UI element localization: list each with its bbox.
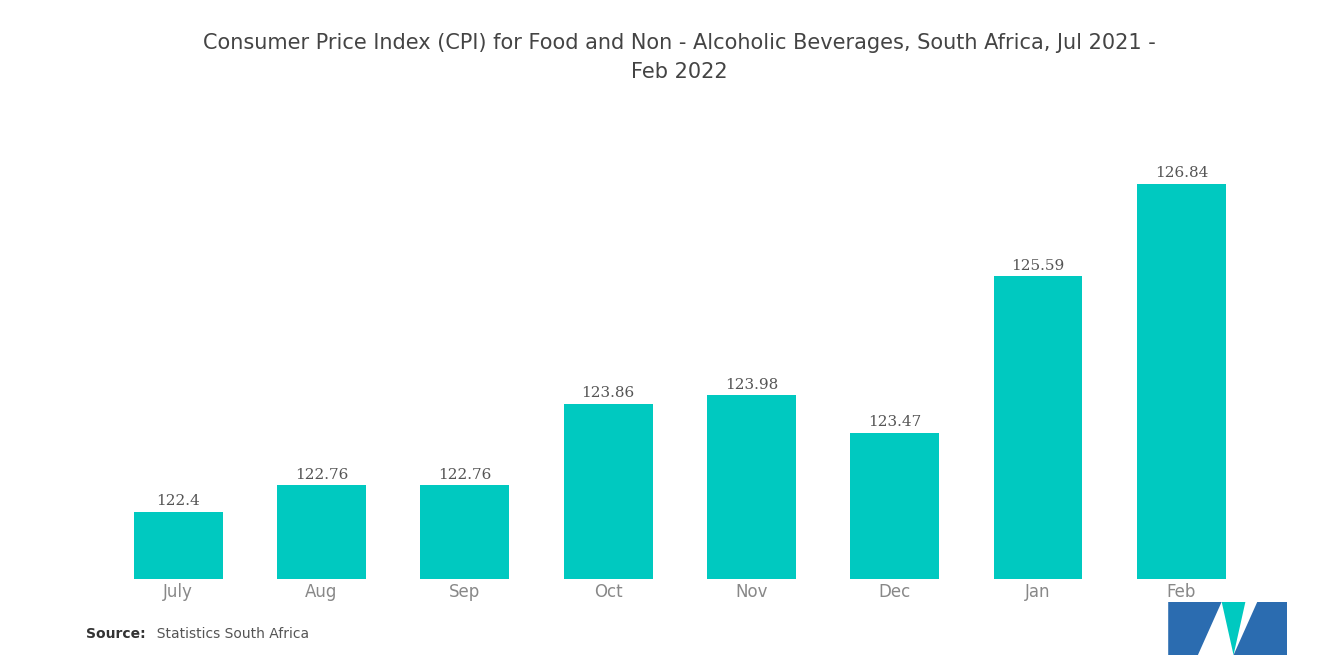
Text: Source:: Source: (86, 627, 145, 642)
Text: 123.86: 123.86 (582, 386, 635, 400)
Text: 126.84: 126.84 (1155, 166, 1208, 180)
Bar (133, 512, 223, 579)
Polygon shape (1233, 602, 1287, 655)
Text: 122.76: 122.76 (438, 467, 491, 481)
Title: Consumer Price Index (CPI) for Food and Non - Alcoholic Beverages, South Africa,: Consumer Price Index (CPI) for Food and … (203, 33, 1156, 82)
Text: 122.4: 122.4 (156, 494, 201, 508)
Text: 122.76: 122.76 (294, 467, 348, 481)
Polygon shape (1168, 602, 1222, 655)
Bar (1137, 184, 1226, 579)
Bar (420, 485, 510, 579)
Bar (708, 395, 796, 579)
Bar (564, 404, 652, 579)
Bar (850, 433, 940, 579)
Bar (277, 485, 366, 579)
Text: Statistics South Africa: Statistics South Africa (148, 627, 309, 642)
Text: 123.47: 123.47 (869, 416, 921, 430)
Bar (994, 277, 1082, 579)
Text: 123.98: 123.98 (725, 378, 777, 392)
Polygon shape (1222, 602, 1246, 655)
Text: 125.59: 125.59 (1011, 259, 1065, 273)
